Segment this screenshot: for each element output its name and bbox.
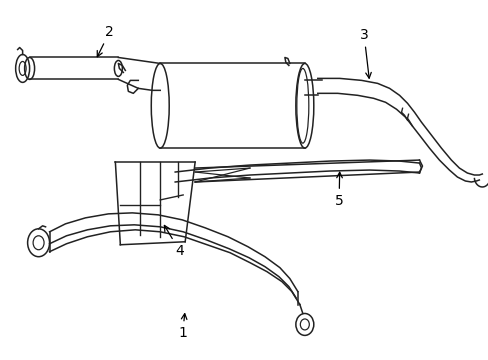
Text: 3: 3 [359, 28, 370, 78]
Text: 2: 2 [97, 24, 114, 57]
Text: 1: 1 [178, 314, 187, 341]
Text: 4: 4 [164, 225, 183, 258]
Text: 5: 5 [334, 172, 343, 208]
